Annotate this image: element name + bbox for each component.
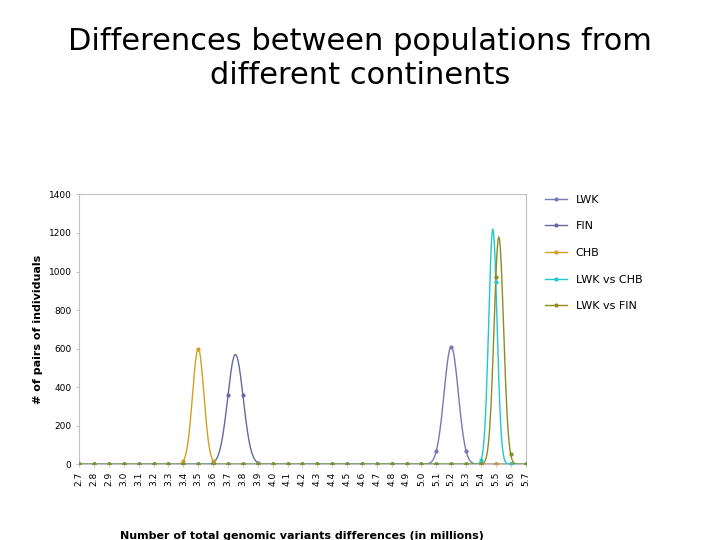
Text: Differences between populations from
different continents: Differences between populations from dif… (68, 27, 652, 90)
Y-axis label: # of pairs of individuals: # of pairs of individuals (33, 255, 43, 404)
X-axis label: Number of total genomic variants differences (in millions): Number of total genomic variants differe… (120, 531, 485, 540)
Legend: LWK, FIN, CHB, LWK vs CHB, LWK vs FIN: LWK, FIN, CHB, LWK vs CHB, LWK vs FIN (544, 194, 642, 311)
